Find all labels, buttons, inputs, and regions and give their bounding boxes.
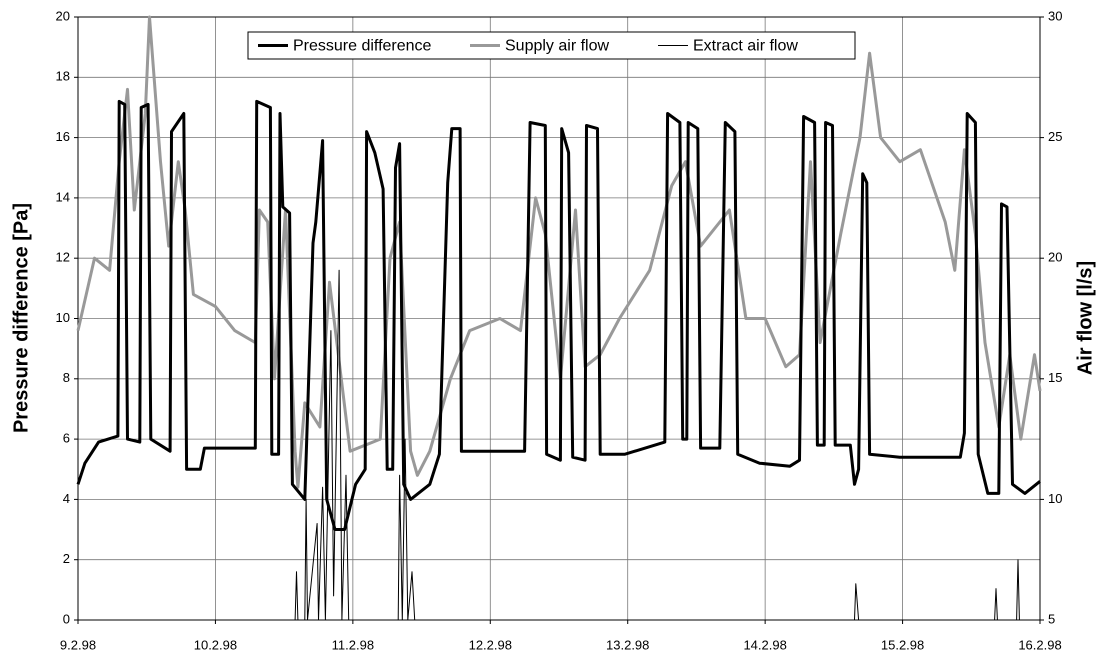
x-tick-label: 13.2.98 bbox=[606, 637, 649, 652]
y-tick-label: 8 bbox=[63, 370, 70, 385]
y2-tick-label: 30 bbox=[1048, 8, 1062, 23]
y2-tick-label: 25 bbox=[1048, 129, 1062, 144]
y-tick-label: 20 bbox=[56, 8, 70, 23]
x-tick-label: 12.2.98 bbox=[469, 637, 512, 652]
legend-label: Extract air flow bbox=[693, 38, 798, 55]
series-line bbox=[78, 269, 1040, 621]
y-tick-label: 18 bbox=[56, 69, 70, 84]
series-line bbox=[76, 15, 1042, 489]
x-tick-label: 11.2.98 bbox=[332, 637, 374, 652]
x-tick-label: 15.2.98 bbox=[881, 637, 924, 652]
x-tick-label: 16.2.98 bbox=[1018, 637, 1061, 652]
y-axis-title: Pressure difference [Pa] bbox=[10, 203, 32, 433]
legend-label: Supply air flow bbox=[505, 38, 609, 55]
y2-tick-label: 20 bbox=[1048, 250, 1062, 265]
y-tick-label: 2 bbox=[63, 551, 70, 566]
legend-label: Pressure difference bbox=[293, 38, 432, 55]
x-tick-label: 14.2.98 bbox=[743, 637, 786, 652]
y-tick-label: 14 bbox=[56, 189, 70, 204]
y-tick-label: 6 bbox=[63, 431, 70, 446]
y2-tick-label: 15 bbox=[1048, 370, 1062, 385]
y2-axis-title: Air flow [l/s] bbox=[1074, 261, 1096, 375]
y-tick-label: 4 bbox=[63, 491, 70, 506]
x-tick-label: 10.2.98 bbox=[194, 637, 237, 652]
y-tick-label: 10 bbox=[56, 310, 70, 325]
y-tick-label: 0 bbox=[63, 611, 70, 626]
y2-tick-label: 5 bbox=[1048, 611, 1055, 626]
y-tick-label: 16 bbox=[56, 129, 70, 144]
legend-box bbox=[247, 31, 856, 60]
x-tick-label: 9.2.98 bbox=[60, 637, 96, 652]
y2-tick-label: 10 bbox=[1048, 491, 1062, 506]
series-line bbox=[76, 99, 1041, 531]
y-tick-label: 12 bbox=[56, 250, 70, 265]
